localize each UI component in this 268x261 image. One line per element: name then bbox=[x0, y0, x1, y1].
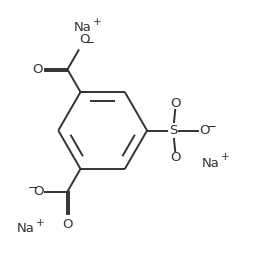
Text: −: − bbox=[84, 36, 94, 49]
Text: −: − bbox=[207, 120, 217, 133]
Text: O: O bbox=[170, 97, 180, 110]
Text: Na: Na bbox=[17, 222, 34, 235]
Text: +: + bbox=[221, 152, 229, 162]
Text: S: S bbox=[169, 124, 177, 137]
Text: O: O bbox=[62, 218, 73, 232]
Text: Na: Na bbox=[74, 21, 92, 34]
Text: O: O bbox=[199, 124, 210, 137]
Text: Na: Na bbox=[202, 157, 220, 170]
Text: O: O bbox=[34, 185, 44, 198]
Text: O: O bbox=[170, 151, 180, 164]
Text: +: + bbox=[93, 17, 102, 27]
Text: −: − bbox=[28, 181, 38, 194]
Text: O: O bbox=[79, 33, 90, 46]
Text: +: + bbox=[36, 218, 44, 228]
Text: O: O bbox=[33, 63, 43, 76]
